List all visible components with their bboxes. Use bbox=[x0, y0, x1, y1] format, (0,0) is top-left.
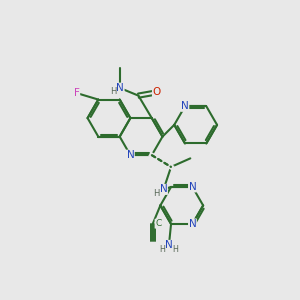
Text: C: C bbox=[155, 219, 161, 228]
Text: H: H bbox=[153, 189, 159, 198]
Text: N: N bbox=[127, 150, 134, 160]
Text: N: N bbox=[181, 101, 189, 111]
Text: N: N bbox=[165, 240, 173, 250]
Text: F: F bbox=[74, 88, 80, 98]
Text: H: H bbox=[159, 245, 165, 254]
Text: H: H bbox=[110, 88, 117, 97]
Text: O: O bbox=[152, 87, 161, 98]
Text: N: N bbox=[116, 83, 124, 93]
Text: N: N bbox=[160, 184, 167, 194]
Text: N: N bbox=[189, 219, 196, 229]
Text: N: N bbox=[189, 182, 196, 192]
Text: H: H bbox=[172, 245, 178, 254]
